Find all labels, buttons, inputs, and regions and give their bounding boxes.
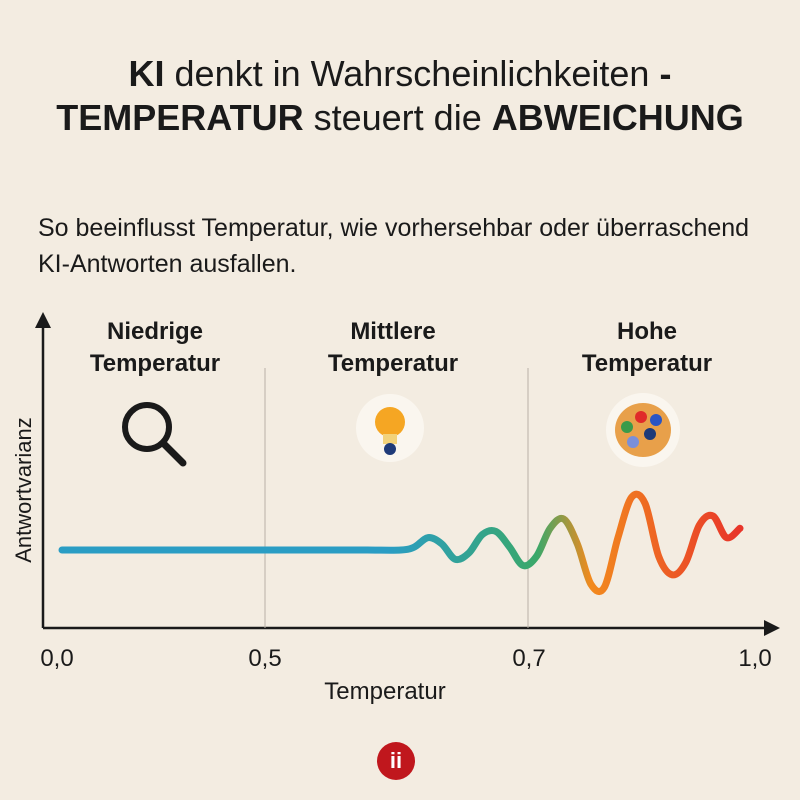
x-tick-label: 0,5: [248, 645, 282, 672]
x-axis-arrow: [764, 620, 780, 636]
x-axis-title: Temperatur: [324, 678, 446, 705]
brand-logo: ii: [377, 742, 415, 780]
title-dash: -: [659, 53, 672, 94]
chart-title: KI denkt in Wahrscheinlichkeiten - TEMPE…: [0, 52, 800, 140]
series-line-antwortvarianz: [58, 490, 744, 595]
y-axis-title: Antwortvarianz: [11, 417, 36, 563]
region-label-mid: Mittlere Temperatur: [327, 318, 459, 377]
region-label-low: Niedrige Temperatur: [89, 318, 221, 377]
x-tick-label: 0,7: [512, 645, 546, 672]
plot-area: [58, 490, 744, 595]
y-axis-arrow: [35, 312, 51, 328]
title-line-1: KI denkt in Wahrscheinlichkeiten -: [0, 52, 800, 96]
title-ki: KI: [128, 53, 165, 94]
x-tick-label: 0,0: [40, 645, 74, 672]
x-tick-label: 1,0: [738, 645, 772, 672]
title-temperatur: TEMPERATUR: [56, 97, 304, 138]
lightbulb-icon: [356, 394, 424, 462]
title-line-2: TEMPERATUR steuert die ABWEICHUNG: [0, 96, 800, 140]
chart-subtitle: So beeinflusst Temperatur, wie vorherseh…: [38, 214, 750, 278]
title-rest-1: denkt in Wahrscheinlichkeiten: [164, 53, 660, 94]
palette-icon: [606, 393, 680, 467]
magnifier-icon: [122, 402, 187, 467]
title-abweichung: ABWEICHUNG: [491, 97, 744, 138]
title-mid: steuert die: [303, 97, 492, 138]
region-label-high: Hohe Temperatur: [581, 318, 713, 377]
